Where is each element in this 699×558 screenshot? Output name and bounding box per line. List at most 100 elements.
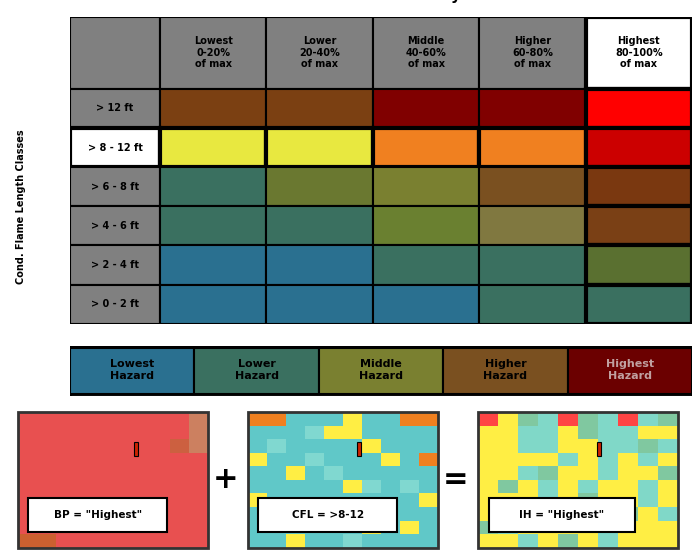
Bar — [266, 246, 373, 285]
Bar — [638, 480, 658, 493]
Bar — [94, 453, 113, 466]
Bar — [480, 206, 586, 246]
Bar — [362, 453, 381, 466]
Bar — [170, 507, 189, 521]
Text: Lowest
Hazard: Lowest Hazard — [110, 359, 154, 381]
Bar — [75, 439, 94, 453]
Bar — [618, 493, 638, 507]
Bar — [189, 439, 208, 453]
Bar — [638, 466, 658, 480]
Bar — [558, 521, 578, 534]
Bar — [498, 521, 518, 534]
Bar — [578, 507, 598, 521]
Bar — [598, 534, 618, 547]
Bar — [132, 426, 151, 439]
Bar — [362, 534, 381, 547]
Bar — [305, 507, 324, 521]
Bar — [151, 521, 170, 534]
Bar — [480, 89, 586, 128]
Bar — [400, 426, 419, 439]
Bar — [578, 426, 598, 439]
Text: Lowest
0-20%
of max: Lowest 0-20% of max — [194, 36, 233, 69]
Bar — [132, 534, 151, 547]
Bar — [189, 480, 208, 493]
Bar — [478, 412, 678, 547]
Bar — [56, 426, 75, 439]
Text: Highest
Hazard: Highest Hazard — [606, 359, 654, 381]
Bar — [618, 480, 638, 493]
Bar — [248, 521, 267, 534]
Bar — [324, 439, 343, 453]
Bar — [538, 453, 558, 466]
Bar — [266, 128, 373, 167]
Bar — [70, 167, 160, 206]
Bar — [151, 493, 170, 507]
Bar — [478, 466, 498, 480]
Bar — [189, 507, 208, 521]
Bar — [480, 17, 586, 89]
Bar — [189, 534, 208, 547]
Bar — [75, 521, 94, 534]
Bar — [373, 246, 480, 285]
Bar — [248, 439, 267, 453]
Bar — [286, 507, 305, 521]
Bar — [134, 442, 138, 455]
Bar — [498, 493, 518, 507]
Bar — [248, 480, 267, 493]
Bar — [37, 426, 56, 439]
Bar — [586, 89, 692, 128]
Bar — [343, 412, 362, 426]
Bar — [113, 453, 132, 466]
Bar — [56, 507, 75, 521]
Bar — [558, 453, 578, 466]
Bar — [638, 426, 658, 439]
Bar — [70, 89, 160, 128]
Bar — [480, 285, 586, 324]
Bar — [56, 466, 75, 480]
Text: =: = — [443, 465, 469, 494]
Bar — [132, 453, 151, 466]
Bar — [170, 412, 189, 426]
Bar — [132, 507, 151, 521]
Bar — [94, 439, 113, 453]
Bar — [578, 521, 598, 534]
Bar — [586, 167, 692, 206]
Bar — [324, 412, 343, 426]
Bar — [618, 426, 638, 439]
Bar — [170, 480, 189, 493]
Bar — [305, 534, 324, 547]
Bar — [286, 426, 305, 439]
Text: Higher
60-80%
of max: Higher 60-80% of max — [512, 36, 553, 69]
Bar — [498, 426, 518, 439]
Bar — [18, 412, 208, 547]
Bar — [266, 89, 373, 128]
Bar — [658, 453, 678, 466]
Bar — [478, 480, 498, 493]
Bar — [267, 534, 286, 547]
Bar — [113, 426, 132, 439]
Text: Higher
Hazard: Higher Hazard — [484, 359, 527, 381]
Bar — [267, 453, 286, 466]
Bar — [37, 439, 56, 453]
Bar — [400, 521, 419, 534]
Bar — [151, 412, 170, 426]
Bar — [578, 534, 598, 547]
Bar — [70, 285, 160, 324]
Bar — [94, 493, 113, 507]
Bar — [343, 426, 362, 439]
Bar — [419, 466, 438, 480]
Bar — [381, 480, 400, 493]
Bar — [18, 521, 37, 534]
Bar — [170, 426, 189, 439]
Bar — [658, 466, 678, 480]
Bar — [37, 493, 56, 507]
Bar — [578, 466, 598, 480]
Text: Lower
Hazard: Lower Hazard — [235, 359, 278, 381]
Bar — [343, 480, 362, 493]
Bar — [37, 507, 56, 521]
Bar — [18, 466, 37, 480]
Bar — [151, 466, 170, 480]
Bar — [381, 412, 400, 426]
Bar — [400, 466, 419, 480]
Bar — [618, 507, 638, 521]
